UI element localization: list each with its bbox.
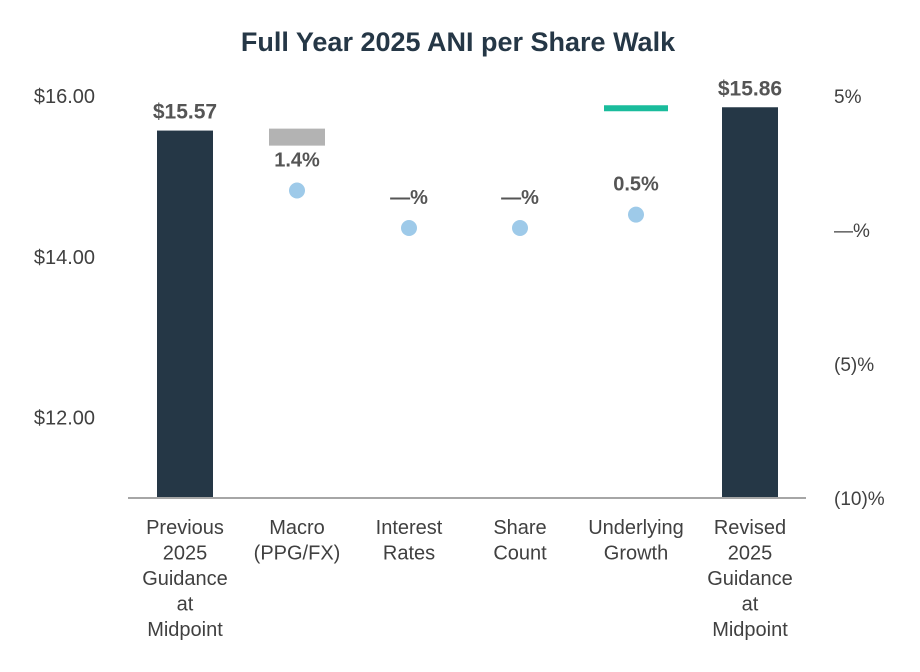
category-label-line: Previous	[146, 517, 224, 539]
category-label: Macro (PPG/FX)	[254, 517, 341, 565]
floating-bar	[604, 105, 668, 112]
y2-tick-label: —%	[834, 221, 870, 242]
y-tick-label: $12.00	[34, 408, 95, 430]
y-tick-label: $14.00	[34, 247, 95, 269]
percent-label: 0.5%	[613, 174, 659, 196]
chart-title: Full Year 2025 ANI per Share Walk	[241, 27, 676, 57]
category-label-line: Midpoint	[712, 619, 788, 641]
secondary-y-axis: 5% —% (5)% (10)%	[834, 87, 885, 510]
category-label-line: Guidance	[142, 568, 228, 590]
percent-label: —%	[390, 187, 428, 209]
category-label: Underlying Growth	[588, 517, 684, 565]
category-label: Previous 2025 Guidance at Midpoint	[142, 517, 228, 641]
y2-tick-label: (10)%	[834, 489, 885, 510]
category-label: Share Count	[493, 517, 547, 565]
bar-value-label: $15.86	[718, 77, 782, 100]
total-bar	[722, 107, 778, 499]
category-label: Interest Rates	[376, 517, 443, 565]
percent-dot	[289, 182, 305, 199]
percent-label: 1.4%	[274, 149, 320, 171]
category-label-line: 2025	[163, 543, 208, 565]
category-label-line: Macro	[269, 517, 325, 539]
primary-y-axis: $16.00 $14.00 $12.00	[34, 86, 95, 430]
bar-value-label: $15.57	[153, 101, 217, 124]
category-label-line: (PPG/FX)	[254, 543, 341, 565]
category-label-line: 2025	[728, 543, 773, 565]
floating-bar	[269, 128, 325, 146]
y2-tick-label: 5%	[834, 87, 862, 108]
category-labels: Previous 2025 Guidance at Midpoint Macro (PPG/…	[142, 517, 793, 641]
percent-dot	[628, 206, 644, 223]
category-label-line: Count	[493, 543, 547, 565]
category-label-line: at	[742, 594, 759, 616]
total-bar	[157, 130, 213, 498]
percent-dot	[401, 220, 417, 236]
category-label-line: Revised	[714, 517, 786, 539]
category-label-line: Midpoint	[147, 619, 223, 641]
plot-marks: $15.57 $15.86 1.4% —% —% 0.5%	[153, 77, 782, 499]
category-label-line: Rates	[383, 543, 435, 565]
category-label-line: Guidance	[707, 568, 793, 590]
category-label: Revised 2025 Guidance at Midpoint	[707, 517, 793, 641]
category-label-line: Growth	[604, 543, 668, 565]
percent-dot	[512, 220, 528, 236]
category-label-line: at	[177, 594, 194, 616]
category-label-line: Share	[493, 517, 546, 539]
y2-tick-label: (5)%	[834, 355, 874, 376]
category-label-line: Underlying	[588, 517, 684, 539]
y-tick-label: $16.00	[34, 86, 95, 108]
percent-label: —%	[501, 187, 539, 209]
category-label-line: Interest	[376, 517, 443, 539]
